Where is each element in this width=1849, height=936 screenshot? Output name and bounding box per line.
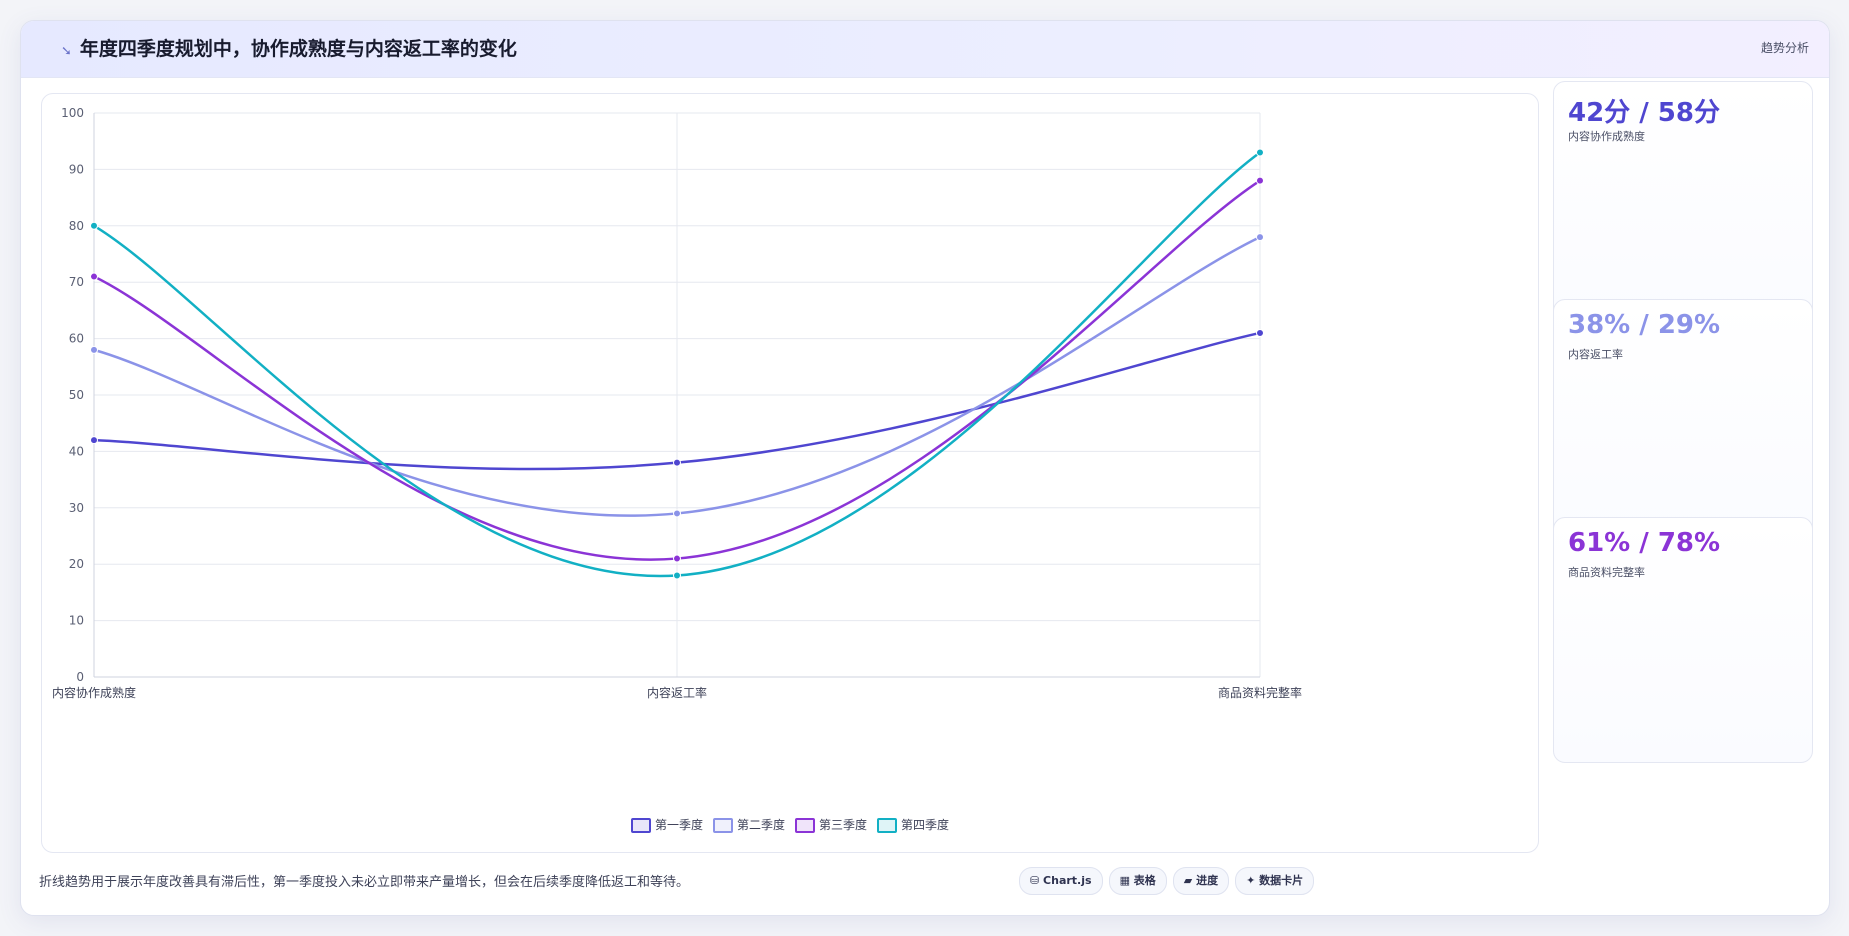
stat-value: 61% / 78%: [1568, 528, 1721, 558]
data-point[interactable]: [673, 509, 681, 518]
footer-note: 折线趋势用于展示年度改善具有滞后性，第一季度投入未必立即带来产量增长，但会在后续…: [39, 875, 690, 890]
tag-label: 表格: [1133, 874, 1156, 887]
card-header: ➘ 年度四季度规划中，协作成熟度与内容返工率的变化 趋势分析: [21, 21, 1829, 78]
data-point[interactable]: [90, 436, 98, 445]
trend-analysis-label: 趋势分析: [1760, 41, 1809, 55]
tag-progress[interactable]: ▰ 进度: [1172, 867, 1230, 895]
y-tick-label: 30: [69, 501, 84, 515]
data-point[interactable]: [90, 272, 98, 281]
legend-label: 第一季度: [654, 818, 703, 832]
tag-data-card[interactable]: ✦ 数据卡片: [1235, 867, 1315, 895]
y-tick-label: 40: [69, 444, 84, 458]
stat-label: 内容协作成熟度: [1568, 130, 1645, 143]
data-point[interactable]: [90, 221, 98, 230]
stat-card-rework: 38% / 29% 内容返工率: [1553, 299, 1813, 545]
chart-panel: 0 10 20 30 40 50 60 70 80 90 100 内容协作成熟度 内容返工率 商品资料完整…: [41, 93, 1539, 853]
x-tick-label: 内容返工率: [647, 685, 707, 700]
legend-item-3[interactable]: 第三季度: [795, 816, 867, 833]
legend-item-2[interactable]: 第二季度: [712, 816, 785, 833]
y-tick-label: 70: [69, 275, 84, 289]
stat-label: 商品资料完整率: [1568, 566, 1645, 579]
dashboard-card: ➘ 年度四季度规划中，协作成熟度与内容返工率的变化 趋势分析 0 10 20 30 40 5…: [20, 20, 1830, 916]
stat-value: 42分 / 58分: [1568, 98, 1720, 128]
y-tick-label: 0: [76, 670, 84, 684]
y-tick-label: 80: [69, 219, 84, 233]
data-point[interactable]: [1256, 176, 1264, 185]
legend-label: 第三季度: [819, 818, 868, 832]
stat-card-maturity: 42分 / 58分 内容协作成熟度: [1553, 81, 1813, 327]
legend-swatch: [795, 818, 815, 833]
data-point[interactable]: [90, 345, 98, 354]
tag-table[interactable]: ▦ 表格: [1108, 867, 1167, 895]
legend-swatch: [877, 818, 898, 833]
y-tick-label: 10: [69, 614, 84, 628]
x-tick-label: 内容协作成熟度: [52, 685, 136, 700]
chart-legend: 第一季度 第二季度 第三季度 第四季度: [42, 816, 1538, 836]
stat-label: 内容返工率: [1568, 348, 1623, 361]
y-tick-label: 50: [69, 388, 84, 402]
tag-chartjs[interactable]: ⛁ Chart.js: [1019, 867, 1103, 895]
data-point[interactable]: [1256, 328, 1264, 337]
y-tick-label: 100: [61, 106, 84, 120]
data-point[interactable]: [1256, 233, 1264, 242]
y-tick-label: 20: [69, 557, 84, 571]
legend-label: 第二季度: [736, 818, 785, 832]
y-tick-label: 90: [69, 162, 84, 176]
stat-card-completeness: 61% / 78% 商品资料完整率: [1553, 517, 1813, 763]
legend-item-4[interactable]: 第四季度: [877, 816, 949, 833]
x-tick-label: 商品资料完整率: [1218, 685, 1302, 700]
stat-value: 38% / 29%: [1568, 310, 1721, 340]
tag-label: 进度: [1196, 874, 1219, 887]
line-chart: 0 10 20 30 40 50 60 70 80 90 100 内容协作成熟度 内容返工率 商品资料完整…: [52, 106, 1302, 700]
legend-swatch: [712, 818, 733, 833]
tag-label: 数据卡片: [1259, 874, 1304, 887]
page-title-text: 年度四季度规划中，协作成熟度与内容返工率的变化: [79, 38, 517, 60]
data-point[interactable]: [673, 554, 681, 563]
data-point[interactable]: [673, 571, 681, 580]
legend-swatch: [630, 818, 651, 833]
tag-label: Chart.js: [1043, 874, 1092, 887]
legend-label: 第四季度: [901, 818, 950, 832]
y-tick-label: 60: [69, 332, 84, 346]
data-point[interactable]: [1256, 148, 1264, 157]
footer-tags: ⛁ Chart.js ▦ 表格 ▰ 进度 ✦ 数据卡片: [1019, 867, 1320, 895]
data-point[interactable]: [673, 458, 681, 467]
legend-item-1[interactable]: 第一季度: [630, 816, 703, 833]
trend-icon: ➘: [61, 44, 72, 59]
page-title: ➘ 年度四季度规划中，协作成熟度与内容返工率的变化: [61, 35, 517, 63]
